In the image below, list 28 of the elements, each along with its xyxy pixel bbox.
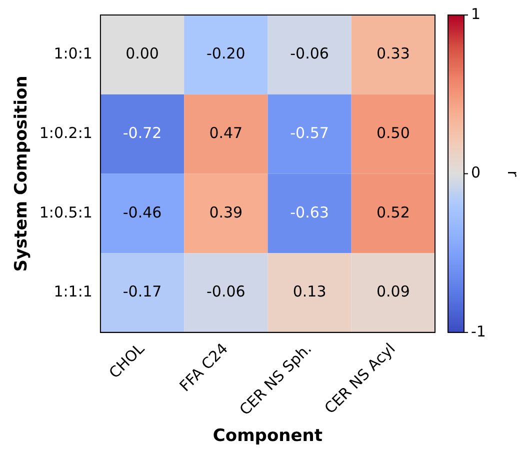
data-label: -0.06	[290, 44, 329, 63]
data-label: -0.63	[290, 203, 329, 222]
data-label: -0.17	[122, 282, 162, 301]
data-label: 0.52	[376, 203, 410, 222]
data-label: -0.46	[122, 203, 162, 222]
data-label: 0.47	[209, 124, 243, 142]
y-tick-label: 1:1:1	[54, 282, 92, 301]
data-label: 0.00	[126, 44, 159, 63]
data-label: -0.20	[206, 44, 246, 63]
color-bar-title: r	[504, 170, 520, 178]
data-label: 0.33	[376, 44, 410, 63]
color-bar-label: -1	[471, 322, 486, 340]
y-tick-label: 1:0.5:1	[39, 203, 92, 222]
y-tick-label: 1:0.2:1	[39, 124, 92, 142]
data-label: 0.09	[376, 282, 410, 301]
data-label: -0.72	[122, 124, 162, 142]
y-tick-label: 1:0:1	[54, 44, 92, 63]
data-label: -0.06	[206, 282, 246, 301]
x-tick-label: FFA C24	[176, 340, 232, 396]
data-label: 0.50	[376, 124, 410, 142]
y-axis-title: System Composition	[12, 76, 32, 272]
data-label: 0.13	[292, 282, 326, 301]
x-tick-label: CER NS Sph.	[236, 340, 316, 419]
data-label: -0.57	[290, 124, 329, 142]
data-label: 0.39	[209, 203, 243, 222]
x-axis-title: Component	[212, 426, 323, 446]
color-bar-label: 1	[471, 4, 481, 23]
color-bar-label: 0	[471, 164, 481, 182]
